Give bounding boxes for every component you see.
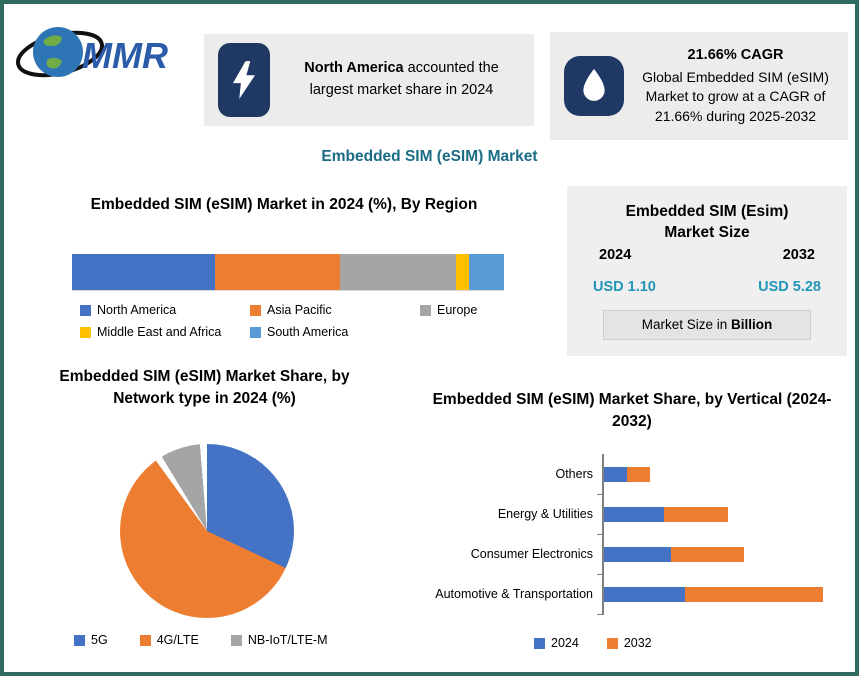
bar-2024 bbox=[604, 586, 685, 602]
legend-label: 5G bbox=[91, 633, 108, 647]
bar-2032 bbox=[670, 546, 745, 562]
region-legend: North America Asia Pacific Europe Middle Ea… bbox=[80, 303, 520, 339]
cagr-body: Global Embedded SIM (eSIM) Market to gro… bbox=[642, 68, 829, 125]
legend-swatch bbox=[139, 634, 151, 646]
flame-icon bbox=[564, 56, 624, 116]
legend-swatch bbox=[74, 634, 85, 646]
globe-continent bbox=[43, 35, 62, 46]
legend-swatch bbox=[250, 326, 261, 338]
legend-item: North America bbox=[80, 303, 250, 317]
legend-label: South America bbox=[267, 325, 349, 339]
legend-item: Asia Pacific bbox=[250, 303, 420, 317]
globe-continent bbox=[46, 57, 62, 69]
vbar-group bbox=[604, 506, 834, 522]
legend-item: Middle East and Africa bbox=[80, 325, 250, 339]
legend-label: Asia Pacific bbox=[267, 303, 332, 317]
vbar-track bbox=[597, 574, 834, 615]
vbar-category-label: Others bbox=[555, 467, 593, 481]
legend-label: 2024 bbox=[551, 636, 579, 650]
mmr-logo: MMR bbox=[16, 27, 168, 78]
bar-2024 bbox=[604, 506, 664, 522]
callout-cagr: 21.66% CAGR Global Embedded SIM (eSIM) M… bbox=[550, 32, 848, 140]
market-size-panel: Embedded SIM (Esim) Market Size 2024 203… bbox=[567, 186, 847, 356]
legend-swatch bbox=[420, 304, 431, 316]
year-end: 2032 bbox=[782, 246, 815, 263]
pie-legend: 5G 4G/LTE NB-IoT/LTE-M bbox=[74, 633, 327, 647]
legend-item: 4G/LTE bbox=[139, 633, 199, 647]
bar-2032 bbox=[627, 466, 650, 482]
vbar-category-label: Consumer Electronics bbox=[470, 547, 593, 561]
bar-segment-asia-pacific bbox=[214, 254, 340, 290]
legend-label: Europe bbox=[437, 303, 478, 317]
callout-bold-text: North America bbox=[304, 60, 404, 77]
callout-north-america: North America accounted the largest mark… bbox=[204, 34, 534, 126]
vertical-chart-title: Embedded SIM (eSIM) Market Share, by Ver… bbox=[432, 391, 832, 431]
market-size-title: Embedded SIM (Esim) Market Size bbox=[625, 203, 789, 241]
legend-item: NB-IoT/LTE-M bbox=[230, 633, 328, 647]
region-stacked-bar bbox=[72, 254, 504, 291]
globe-icon bbox=[33, 27, 83, 77]
vbar-row: Others bbox=[410, 454, 834, 495]
bar-2024 bbox=[604, 466, 627, 482]
vertical-chart-legend: 2024 2032 bbox=[534, 636, 652, 650]
logo-text: MMR bbox=[82, 35, 168, 76]
vbar-category-label: Energy & Utilities bbox=[497, 507, 593, 521]
legend-swatch bbox=[250, 304, 261, 316]
network-type-pie-chart bbox=[120, 444, 294, 618]
legend-swatch bbox=[534, 637, 545, 649]
year-start: 2024 bbox=[599, 246, 632, 263]
bar-segment-south-america bbox=[469, 254, 504, 290]
bar-segment-middle-east-and-africa bbox=[456, 254, 470, 290]
vbar-track bbox=[597, 534, 834, 575]
legend-swatch bbox=[80, 304, 91, 316]
bar-segment-europe bbox=[339, 254, 457, 290]
legend-item: 2024 bbox=[534, 636, 579, 650]
vbar-row: Energy & Utilities bbox=[410, 494, 834, 535]
bar-2024 bbox=[604, 546, 671, 562]
legend-label: 4G/LTE bbox=[156, 633, 199, 647]
pie-chart-title: Embedded SIM (eSIM) Market Share, by Net… bbox=[59, 368, 350, 408]
region-chart-title: Embedded SIM (eSIM) Market in 2024 (%), … bbox=[90, 196, 478, 213]
legend-item: South America bbox=[250, 325, 420, 339]
legend-label: 2032 bbox=[623, 636, 652, 650]
vbar-track bbox=[597, 494, 834, 535]
legend-label: North America bbox=[97, 303, 177, 317]
bar-2032 bbox=[684, 586, 823, 602]
legend-item: Europe bbox=[420, 303, 520, 317]
legend-item: 2032 bbox=[606, 636, 652, 650]
note-bold: Billion bbox=[731, 316, 773, 332]
callout-rest-text: accounted the largest market share in 20… bbox=[309, 60, 499, 98]
market-size-note: Market Size in Billion bbox=[603, 309, 811, 340]
value-start: USD 1.10 bbox=[593, 278, 656, 295]
callout-text: North America accounted the largest mark… bbox=[283, 58, 520, 102]
callout-text: 21.66% CAGR Global Embedded SIM (eSIM) M… bbox=[637, 45, 834, 127]
legend-label: Middle East and Africa bbox=[97, 325, 222, 339]
legend-swatch bbox=[606, 637, 618, 649]
vbar-row: Consumer Electronics bbox=[410, 534, 834, 575]
vbar-row: Automotive & Transportation bbox=[410, 574, 834, 615]
legend-swatch bbox=[80, 326, 91, 338]
bar-segment-north-america bbox=[72, 254, 215, 290]
market-size-values: USD 1.10 USD 5.28 bbox=[567, 279, 847, 295]
vertical-bar-chart: Others Energy & Utilities Consumer Electro… bbox=[410, 454, 834, 615]
vbar-category-label: Automotive & Transportation bbox=[435, 587, 593, 601]
page-title: Embedded SIM (eSIM) Market bbox=[321, 148, 538, 165]
value-end: USD 5.28 bbox=[758, 278, 821, 295]
market-size-years: 2024 2032 bbox=[567, 247, 847, 263]
note-prefix: Market Size in bbox=[641, 316, 732, 332]
vbar-track bbox=[597, 454, 834, 495]
lightning-icon bbox=[218, 43, 270, 117]
legend-label: NB-IoT/LTE-M bbox=[247, 633, 328, 647]
cagr-heading: 21.66% CAGR bbox=[687, 46, 784, 63]
vbar-group bbox=[604, 546, 834, 562]
legend-item: 5G bbox=[74, 633, 108, 647]
legend-swatch bbox=[230, 634, 242, 646]
vbar-group bbox=[604, 586, 834, 602]
vbar-group bbox=[604, 466, 834, 482]
bar-2032 bbox=[663, 506, 729, 522]
